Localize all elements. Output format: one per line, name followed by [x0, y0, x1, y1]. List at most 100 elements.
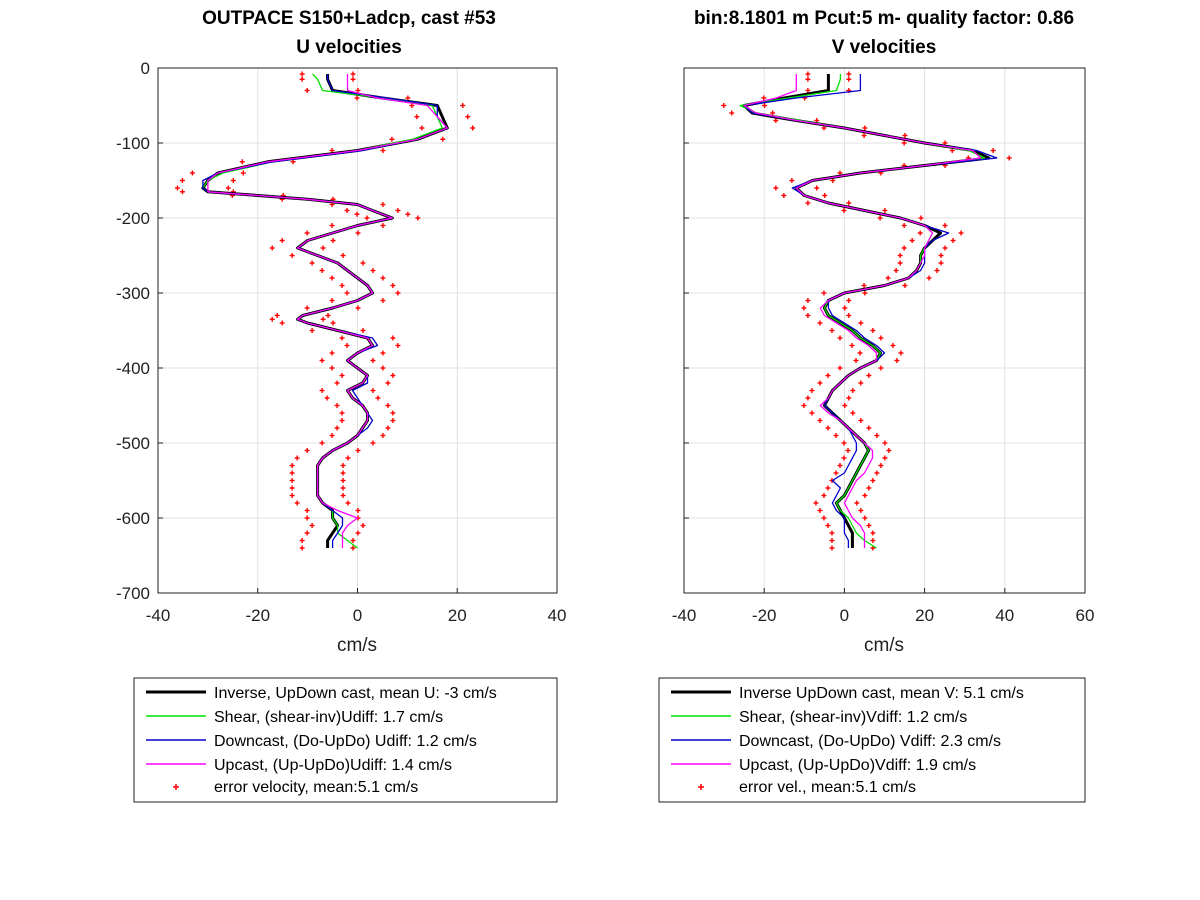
u-error-marker — [350, 76, 356, 82]
v-error-marker — [862, 493, 868, 498]
v-error-marker — [809, 410, 815, 416]
u-legend-label-downcast: Downcast, (Do-UpDo) Udiff: 1.2 cm/s — [214, 733, 477, 750]
v-error-marker — [938, 253, 944, 258]
u-error-marker — [370, 440, 376, 446]
v-series-lines — [739, 74, 998, 549]
v-error-marker — [853, 358, 859, 363]
u-error-marker — [460, 103, 466, 108]
u-error-marker — [299, 76, 305, 82]
v-error-marker — [841, 440, 847, 446]
v-error-marker — [846, 298, 852, 303]
v-error-marker — [874, 470, 880, 476]
u-error-marker — [360, 523, 366, 528]
u-error-marker — [320, 245, 326, 251]
v-legend-label-downcast: Downcast, (Do-UpDo) Vdiff: 2.3 cm/s — [739, 733, 1001, 750]
v-error-marker — [858, 418, 864, 423]
v-error-marker — [886, 448, 892, 453]
v-error-marker — [882, 440, 888, 446]
u-error-marker — [405, 95, 411, 101]
v-error-marker — [902, 283, 908, 288]
u-panel-title-line-1: OUTPACE S150+Ladcp, cast #53 — [202, 8, 496, 29]
v-error-marker — [942, 245, 948, 251]
v-error-marker — [822, 193, 828, 198]
u-error-marker — [350, 545, 356, 551]
u-error-marker — [339, 283, 345, 288]
u-series-up — [207, 74, 448, 548]
v-error-marker — [802, 95, 808, 101]
u-error-marker — [409, 103, 415, 108]
v-error-marker — [870, 328, 876, 333]
u-error-marker — [179, 189, 185, 195]
u-x-tick-label: -20 — [245, 606, 270, 625]
v-error-marker — [805, 395, 811, 401]
v-x-axis-label: cm/s — [864, 635, 904, 656]
u-error-marker — [390, 283, 396, 288]
v-error-marker — [898, 350, 904, 356]
u-error-marker — [319, 268, 325, 273]
u-error-marker — [334, 403, 340, 408]
v-error-marker — [849, 343, 855, 348]
v-error-marker — [850, 388, 856, 393]
v-error-marker — [805, 71, 811, 77]
v-error-marker — [909, 238, 915, 243]
u-error-marker — [174, 185, 180, 191]
v-error-marker — [901, 245, 907, 251]
v-error-marker — [817, 320, 823, 326]
v-error-marker — [858, 380, 864, 386]
u-error-marker — [334, 425, 340, 431]
v-error-marker — [825, 373, 831, 378]
v-error-marker — [805, 76, 811, 82]
v-panel-title-line-2: V velocities — [832, 37, 937, 58]
v-error-marker — [874, 433, 880, 438]
u-error-marker — [274, 313, 280, 318]
v-error-marker — [825, 425, 831, 431]
u-error-marker — [405, 211, 411, 217]
u-error-marker — [354, 211, 360, 217]
u-error-marker — [360, 260, 366, 266]
u-error-marker — [339, 373, 345, 378]
u-error-marker — [330, 320, 336, 326]
u-error-marker — [329, 275, 335, 281]
u-error-marker — [364, 215, 370, 221]
v-error-marker — [837, 365, 843, 371]
v-error-marker — [817, 508, 823, 513]
v-legend-label-shear: Shear, (shear-inv)Vdiff: 1.2 cm/s — [739, 709, 967, 726]
v-error-marker — [870, 530, 876, 536]
u-error-marker — [395, 208, 401, 213]
u-error-marker — [390, 373, 396, 378]
v-error-marker — [882, 208, 888, 213]
v-error-marker — [837, 335, 843, 341]
u-error-marker — [385, 403, 391, 408]
v-error-marker — [878, 463, 884, 468]
v-error-marker — [821, 125, 827, 131]
u-y-tick-label: -600 — [116, 509, 150, 528]
u-error-marker — [344, 343, 350, 348]
u-series-lines — [201, 73, 449, 549]
u-error-marker — [350, 538, 356, 543]
v-legend-label-inverse: Inverse UpDown cast, mean V: 5.1 cm/s — [739, 685, 1024, 702]
v-error-marker — [862, 125, 868, 131]
u-error-marker — [415, 215, 421, 221]
v-error-marker — [762, 103, 768, 108]
v-error-marker — [805, 200, 811, 206]
u-error-marker — [289, 463, 295, 468]
u-error-marker — [395, 343, 401, 348]
u-error-marker — [329, 298, 335, 303]
v-error-marker — [862, 515, 868, 521]
u-error-marker — [354, 95, 360, 101]
v-error-marker — [817, 380, 823, 386]
v-error-marker — [990, 148, 996, 153]
v-x-tick-label: 0 — [840, 606, 849, 625]
v-error-marker — [897, 253, 903, 258]
v-error-marker — [773, 118, 779, 123]
u-error-marker — [340, 493, 346, 498]
v-error-marker — [805, 313, 811, 318]
u-error-marker — [304, 305, 310, 311]
u-y-tick-label: -700 — [116, 584, 150, 603]
u-y-tick-label: -100 — [116, 134, 150, 153]
v-x-ticks: -40 -20 0 20 40 60 — [672, 588, 1094, 625]
u-error-marker — [340, 253, 346, 258]
u-error-marker — [324, 395, 330, 401]
u-error-marker — [289, 485, 295, 491]
